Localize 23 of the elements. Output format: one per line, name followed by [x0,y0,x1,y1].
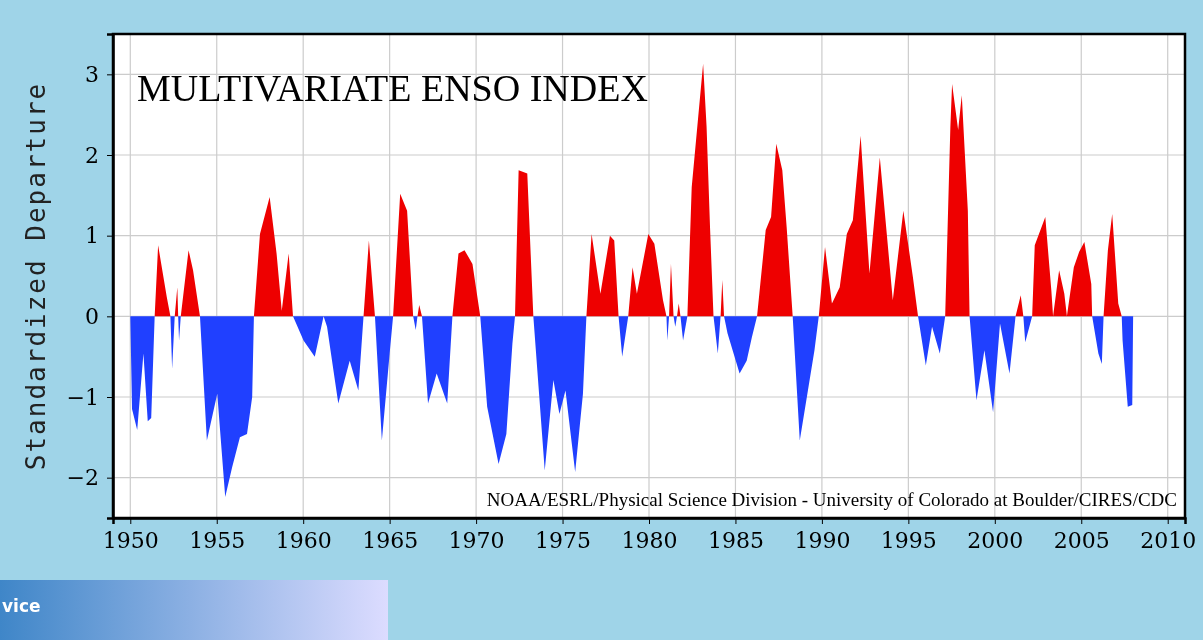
y-tick-label: −1 [66,384,99,410]
x-tick-label: 1995 [880,527,937,553]
annotation: NOAA/ESRL/Physical Science Division - University of Colorado at Boulder/CIRES/CDC [486,489,1177,510]
x-tick-label: 2000 [967,527,1024,553]
text: vice [2,596,41,616]
x-tick-label: 1960 [275,527,332,553]
y-tick-label: 1 [85,223,99,249]
y-axis-title: Standardized Departure [21,81,51,471]
x-tick-label: 1975 [535,527,592,553]
y-tick-label: −2 [66,465,99,491]
x-tick-label: 2005 [1053,527,1110,553]
x-tick-label: 1970 [448,527,505,553]
x-tick-label: 1950 [102,527,159,553]
x-tick-label: 1965 [362,527,419,553]
x-tick-label: 2010 [1140,527,1197,553]
x-tick-label: 1955 [189,527,246,553]
text: MULTIVARIATE ENSO INDEX [137,67,648,109]
y-tick-label: 3 [85,61,99,87]
y-tick-label: 0 [85,303,99,329]
x-tick-label: 1980 [621,527,678,553]
x-tick-label: 1985 [707,527,764,553]
y-tick-label: 2 [85,142,99,168]
x-tick-label: 1990 [794,527,851,553]
